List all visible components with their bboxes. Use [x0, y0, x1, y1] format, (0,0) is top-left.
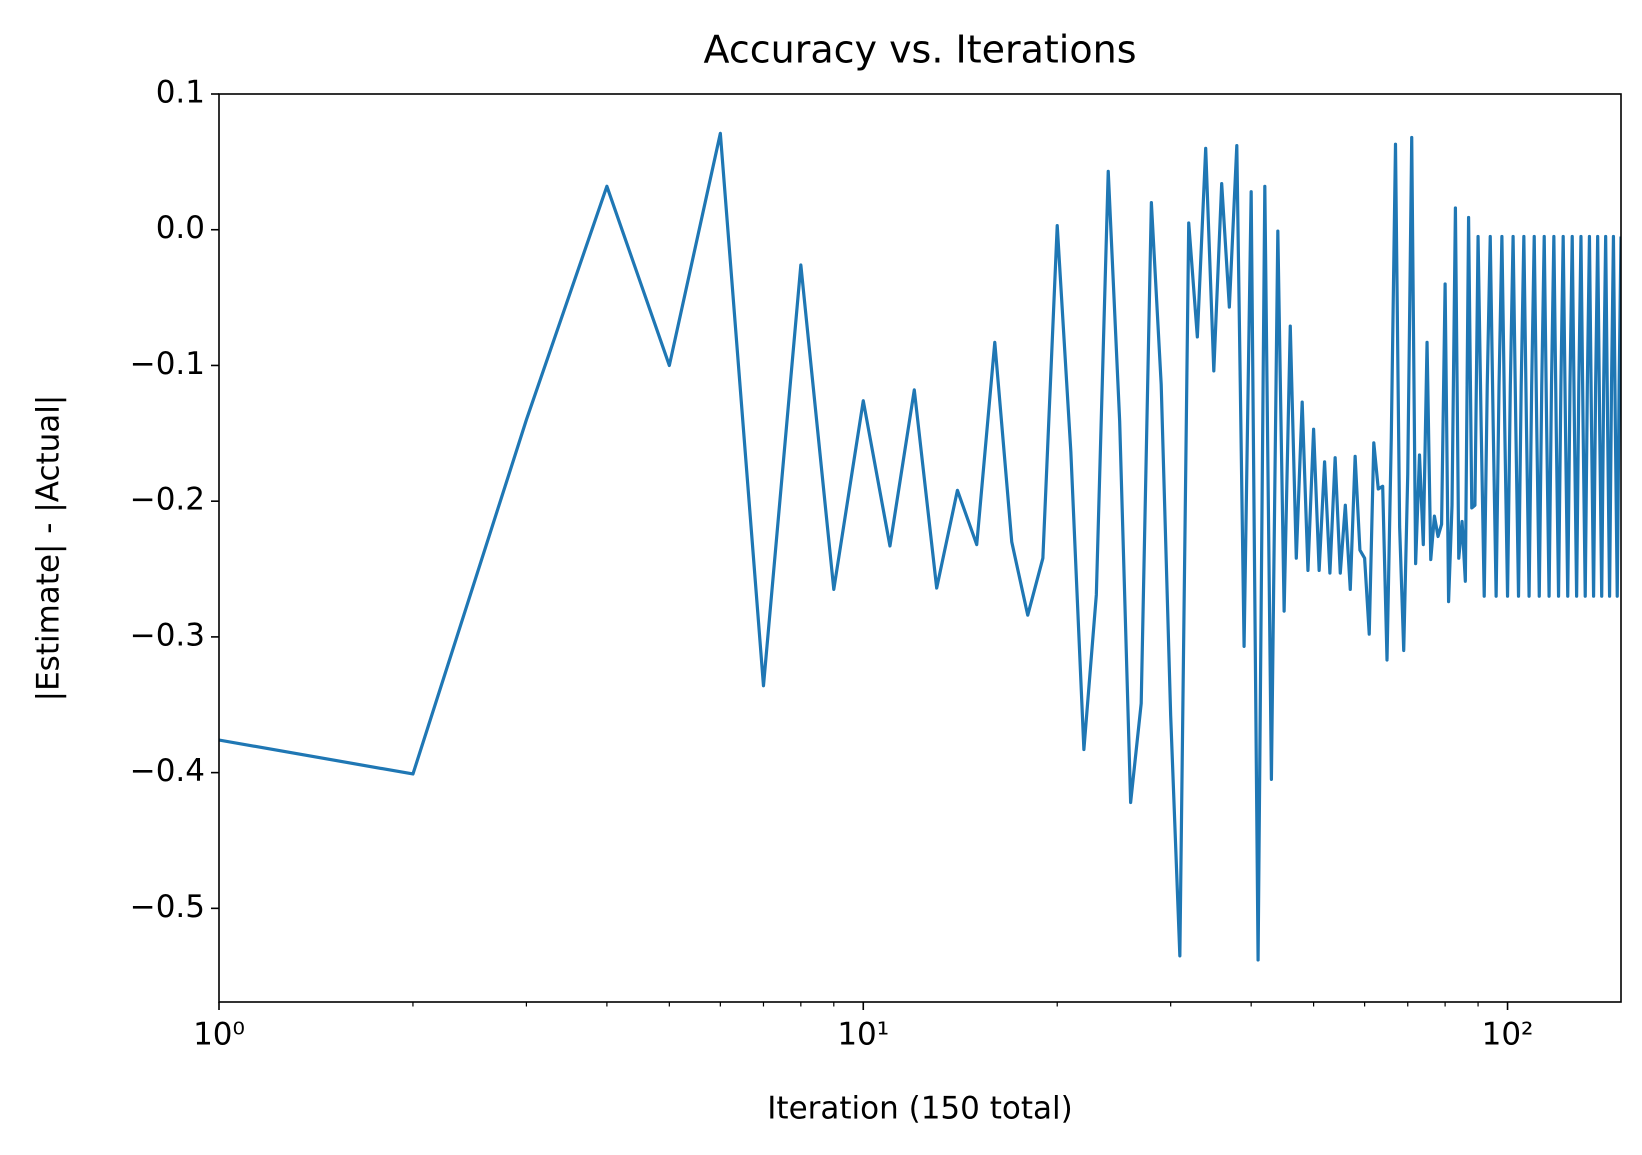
y-tick-label: 0.0 — [156, 210, 205, 246]
y-tick-label: −0.5 — [130, 889, 205, 925]
plot-frame — [218, 93, 1622, 1003]
x-axis-label: Iteration (150 total) — [767, 1091, 1072, 1127]
y-tick-label: −0.2 — [130, 482, 205, 518]
data-line — [219, 131, 1621, 962]
y-tick-label: −0.4 — [130, 753, 205, 789]
y-axis-label: |Estimate| - |Actual| — [31, 395, 67, 702]
y-tick-label: −0.3 — [130, 617, 205, 653]
x-tick-label: 10² — [1482, 1017, 1534, 1053]
y-tick-label: 0.1 — [156, 75, 205, 111]
chart-title: Accuracy vs. Iterations — [704, 28, 1137, 72]
x-tick-label: 10¹ — [837, 1017, 889, 1053]
x-tick-label: 10⁰ — [193, 1017, 245, 1053]
y-tick-label: −0.1 — [130, 346, 205, 382]
